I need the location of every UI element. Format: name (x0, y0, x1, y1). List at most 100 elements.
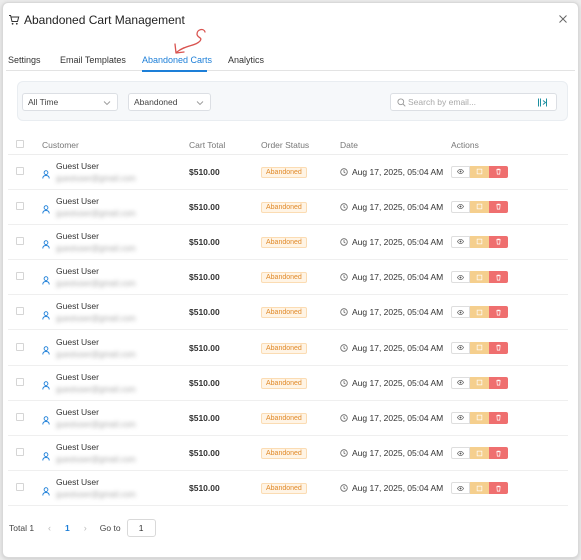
view-button[interactable] (451, 200, 470, 213)
customer-name: Guest User (56, 371, 99, 382)
date-cell: Aug 17, 2025, 05:04 AM (340, 167, 451, 177)
view-button[interactable] (451, 411, 470, 424)
status-select[interactable]: Abandoned (128, 93, 211, 111)
clock-icon (340, 414, 348, 422)
view-button[interactable] (451, 165, 470, 178)
clock-icon (340, 308, 348, 317)
time-range-select[interactable]: All Time (22, 93, 118, 111)
cart-total: $510.00 (189, 272, 220, 283)
cart-date: Aug 17, 2025, 05:04 AM (352, 272, 444, 283)
time-range-value: All Time (28, 97, 59, 107)
delete-button[interactable] (489, 447, 508, 460)
row-checkbox[interactable] (16, 412, 24, 421)
delete-button[interactable] (489, 235, 508, 248)
tab-settings[interactable]: Settings (8, 55, 41, 65)
delete-button[interactable] (489, 482, 508, 495)
row-checkbox[interactable] (16, 201, 24, 210)
cart-date: Aug 17, 2025, 05:04 AM (352, 342, 444, 353)
delete-button[interactable] (489, 306, 508, 319)
trash-icon (496, 415, 501, 421)
delete-button[interactable] (489, 376, 508, 389)
tab-analytics[interactable]: Analytics (228, 55, 265, 65)
edit-button[interactable] (470, 411, 489, 424)
edit-button[interactable] (470, 306, 489, 319)
cart-total: $510.00 (189, 236, 220, 247)
page-number[interactable]: 1 (65, 523, 70, 533)
row-actions (451, 482, 568, 495)
view-button[interactable] (451, 306, 470, 319)
row-checkbox[interactable] (16, 377, 24, 386)
eye-icon (457, 204, 464, 210)
delete-button[interactable] (489, 411, 508, 424)
customer-email: guestuser@gmail.com (56, 279, 136, 289)
view-button[interactable] (451, 482, 470, 495)
customer-cell: Guest User guestuser@gmail.com (42, 477, 189, 499)
table-row: Guest User guestuser@gmail.com $510.00 A… (8, 259, 568, 296)
modal-title: Abandoned Cart Management (24, 13, 185, 27)
edit-icon (476, 168, 483, 175)
edit-button[interactable] (470, 165, 489, 178)
edit-icon (476, 274, 483, 280)
edit-button[interactable] (470, 271, 489, 284)
row-checkbox[interactable] (16, 342, 24, 351)
cart-total: $510.00 (189, 412, 220, 423)
tab-bar: Settings Email Templates Abandoned Carts… (6, 28, 575, 72)
view-button[interactable] (451, 341, 470, 354)
search-box (390, 93, 557, 111)
close-icon[interactable] (557, 13, 569, 25)
user-icon (42, 416, 50, 425)
delete-button[interactable] (489, 341, 508, 354)
cart-date: Aug 17, 2025, 05:04 AM (352, 483, 444, 494)
view-button[interactable] (451, 447, 470, 460)
edit-button[interactable] (470, 235, 489, 248)
status-badge: Abandoned (261, 272, 307, 284)
trash-icon (496, 168, 501, 175)
edit-button[interactable] (470, 200, 489, 213)
edit-button[interactable] (470, 447, 489, 460)
customer-cell: Guest User guestuser@gmail.com (42, 407, 189, 429)
row-checkbox[interactable] (16, 272, 24, 281)
date-cell: Aug 17, 2025, 05:04 AM (340, 237, 451, 247)
customer-email: guestuser@gmail.com (56, 314, 136, 324)
trash-icon (496, 274, 501, 281)
search-input[interactable] (408, 97, 528, 107)
edit-button[interactable] (470, 376, 489, 389)
cart-date: Aug 17, 2025, 05:04 AM (352, 166, 444, 177)
clock-icon (340, 449, 348, 457)
delete-button[interactable] (489, 165, 508, 178)
next-page-icon[interactable]: › (83, 523, 87, 533)
view-button[interactable] (451, 376, 470, 389)
tab-email-templates[interactable]: Email Templates (60, 55, 126, 65)
cart-icon (8, 14, 20, 26)
status-badge: Abandoned (261, 342, 307, 354)
edit-button[interactable] (470, 341, 489, 354)
user-icon (42, 487, 50, 496)
goto-page-input[interactable] (126, 519, 156, 537)
table-row: Guest User guestuser@gmail.com $510.00 A… (8, 400, 568, 437)
row-checkbox[interactable] (16, 448, 24, 457)
edit-button[interactable] (470, 482, 489, 495)
date-cell: Aug 17, 2025, 05:04 AM (340, 413, 451, 423)
cart-date: Aug 17, 2025, 05:04 AM (352, 377, 444, 388)
delete-button[interactable] (489, 200, 508, 213)
cart-total: $510.00 (189, 483, 220, 494)
active-tab-underline (142, 70, 207, 72)
view-button[interactable] (451, 271, 470, 284)
view-button[interactable] (451, 235, 470, 248)
status-value: Abandoned (134, 97, 178, 107)
delete-button[interactable] (489, 271, 508, 284)
filter-bar: All Time Abandoned (17, 81, 568, 121)
barcode-scan-icon[interactable] (537, 97, 548, 108)
customer-cell: Guest User guestuser@gmail.com (42, 337, 189, 359)
search-icon (397, 98, 406, 107)
customer-name: Guest User (56, 160, 99, 171)
row-checkbox[interactable] (16, 307, 24, 316)
row-checkbox[interactable] (16, 236, 24, 245)
tab-abandoned-carts[interactable]: Abandoned Carts (142, 55, 213, 65)
prev-page-icon[interactable]: ‹ (48, 523, 52, 533)
select-all-checkbox[interactable] (16, 139, 24, 148)
row-checkbox[interactable] (16, 483, 24, 492)
clock-icon (340, 167, 348, 176)
row-checkbox[interactable] (16, 166, 24, 175)
abandoned-carts-table: Customer Cart Total Order Status Date Ac… (8, 136, 568, 507)
